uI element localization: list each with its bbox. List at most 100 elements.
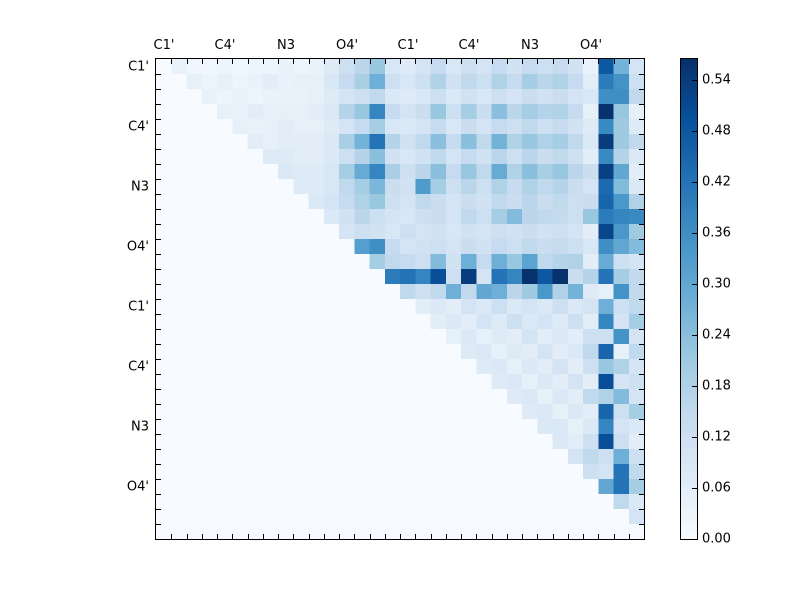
x-axis-tick — [522, 534, 523, 539]
x-axis-tick — [522, 59, 523, 64]
y-axis-tick — [156, 119, 161, 120]
colorbar-tick-label: 0.00 — [702, 531, 731, 547]
y-axis-tick — [156, 404, 161, 405]
y-axis-tick — [156, 464, 161, 465]
y-axis-tick — [156, 254, 161, 255]
y-axis-tick — [156, 509, 161, 510]
y-axis-tick — [156, 524, 161, 525]
x-axis-group-label: O4' — [335, 38, 359, 53]
y-axis-group-label: C4' — [128, 119, 149, 135]
x-axis-tick — [614, 534, 615, 539]
y-axis-tick — [639, 149, 644, 150]
x-axis-tick — [217, 59, 218, 64]
colorbar-tick-label: 0.24 — [702, 327, 731, 343]
x-axis-tick — [370, 59, 371, 64]
y-axis-tick — [639, 119, 644, 120]
y-axis-tick — [639, 89, 644, 90]
colorbar-tick-label: 0.30 — [702, 276, 731, 292]
y-axis-tick — [639, 524, 644, 525]
x-axis-tick — [339, 534, 340, 539]
y-axis-tick — [639, 179, 644, 180]
y-axis-tick — [156, 239, 161, 240]
x-axis-tick — [568, 534, 569, 539]
x-axis-tick — [415, 59, 416, 64]
y-axis-tick — [156, 419, 161, 420]
x-axis-group-label: C4' — [458, 38, 480, 53]
x-axis-tick — [324, 59, 325, 64]
y-axis-tick — [156, 479, 161, 480]
y-axis-tick — [156, 359, 161, 360]
y-axis-tick — [639, 104, 644, 105]
colorbar-tick — [692, 80, 697, 81]
x-axis-tick — [217, 534, 218, 539]
y-axis-tick — [156, 89, 161, 90]
y-axis-tick — [156, 269, 161, 270]
x-axis-tick — [537, 534, 538, 539]
x-axis-tick — [598, 59, 599, 64]
x-axis-tick — [187, 534, 188, 539]
y-axis-tick — [156, 104, 161, 105]
colorbar-tick-label: 0.36 — [702, 225, 731, 241]
x-axis-tick — [309, 59, 310, 64]
y-axis-tick — [639, 509, 644, 510]
y-axis-tick — [639, 74, 644, 75]
y-axis-tick — [156, 224, 161, 225]
y-axis-tick — [156, 179, 161, 180]
x-axis-tick — [171, 534, 172, 539]
y-axis-group-label: C1' — [128, 59, 149, 75]
x-axis-tick — [431, 534, 432, 539]
x-axis-tick — [202, 534, 203, 539]
x-axis-tick — [461, 534, 462, 539]
x-axis-tick — [431, 59, 432, 64]
x-axis-group-label: N3 — [277, 38, 295, 53]
colorbar-tick — [692, 182, 697, 183]
x-axis-tick — [263, 534, 264, 539]
y-axis-tick — [156, 164, 161, 165]
x-axis-tick — [263, 59, 264, 64]
x-axis-tick — [476, 59, 477, 64]
y-axis-tick — [156, 389, 161, 390]
y-axis-tick — [639, 269, 644, 270]
x-axis-tick — [187, 59, 188, 64]
y-axis-tick — [156, 314, 161, 315]
x-axis-tick — [446, 534, 447, 539]
y-axis-tick — [156, 74, 161, 75]
colorbar-tick-labels: 0.00 0.06 0.12 0.18 0.24 0.30 0.36 0.42 0.48 0.54 — [702, 58, 762, 546]
y-axis-group-label: N3 — [131, 179, 149, 195]
colorbar-tick — [692, 335, 697, 336]
x-axis-tick — [568, 59, 569, 64]
y-axis-tick — [156, 149, 161, 150]
x-axis-tick — [385, 59, 386, 64]
y-axis-group-label: O4' — [126, 479, 149, 495]
colorbar-tick-label: 0.42 — [702, 174, 731, 190]
colorbar-tick — [692, 437, 697, 438]
x-axis-tick — [385, 534, 386, 539]
y-axis-group-label: C4' — [128, 359, 149, 375]
colorbar-tick-label: 0.48 — [702, 123, 731, 139]
y-axis-tick — [156, 194, 161, 195]
x-axis-tick — [400, 59, 401, 64]
x-axis-group-label: C1' — [153, 38, 175, 53]
x-axis-tick — [354, 534, 355, 539]
y-axis-tick — [639, 164, 644, 165]
x-axis-group-label: C4' — [214, 38, 236, 53]
y-axis-tick — [639, 224, 644, 225]
y-axis-group-label: C1' — [128, 299, 149, 315]
x-axis-tick — [232, 59, 233, 64]
y-axis-tick — [156, 299, 161, 300]
colorbar-tick — [692, 131, 697, 132]
colorbar-tick — [692, 488, 697, 489]
x-axis-tick — [446, 59, 447, 64]
y-axis-tick — [639, 329, 644, 330]
y-axis-tick — [639, 389, 644, 390]
x-axis-tick — [278, 59, 279, 64]
colorbar-tick — [692, 386, 697, 387]
colorbar — [680, 58, 698, 540]
y-axis-tick — [639, 314, 644, 315]
y-axis-tick — [639, 284, 644, 285]
y-axis-tick — [156, 344, 161, 345]
y-axis-tick — [639, 449, 644, 450]
x-axis-tick — [248, 534, 249, 539]
y-axis-tick — [639, 344, 644, 345]
x-axis-tick — [583, 59, 584, 64]
